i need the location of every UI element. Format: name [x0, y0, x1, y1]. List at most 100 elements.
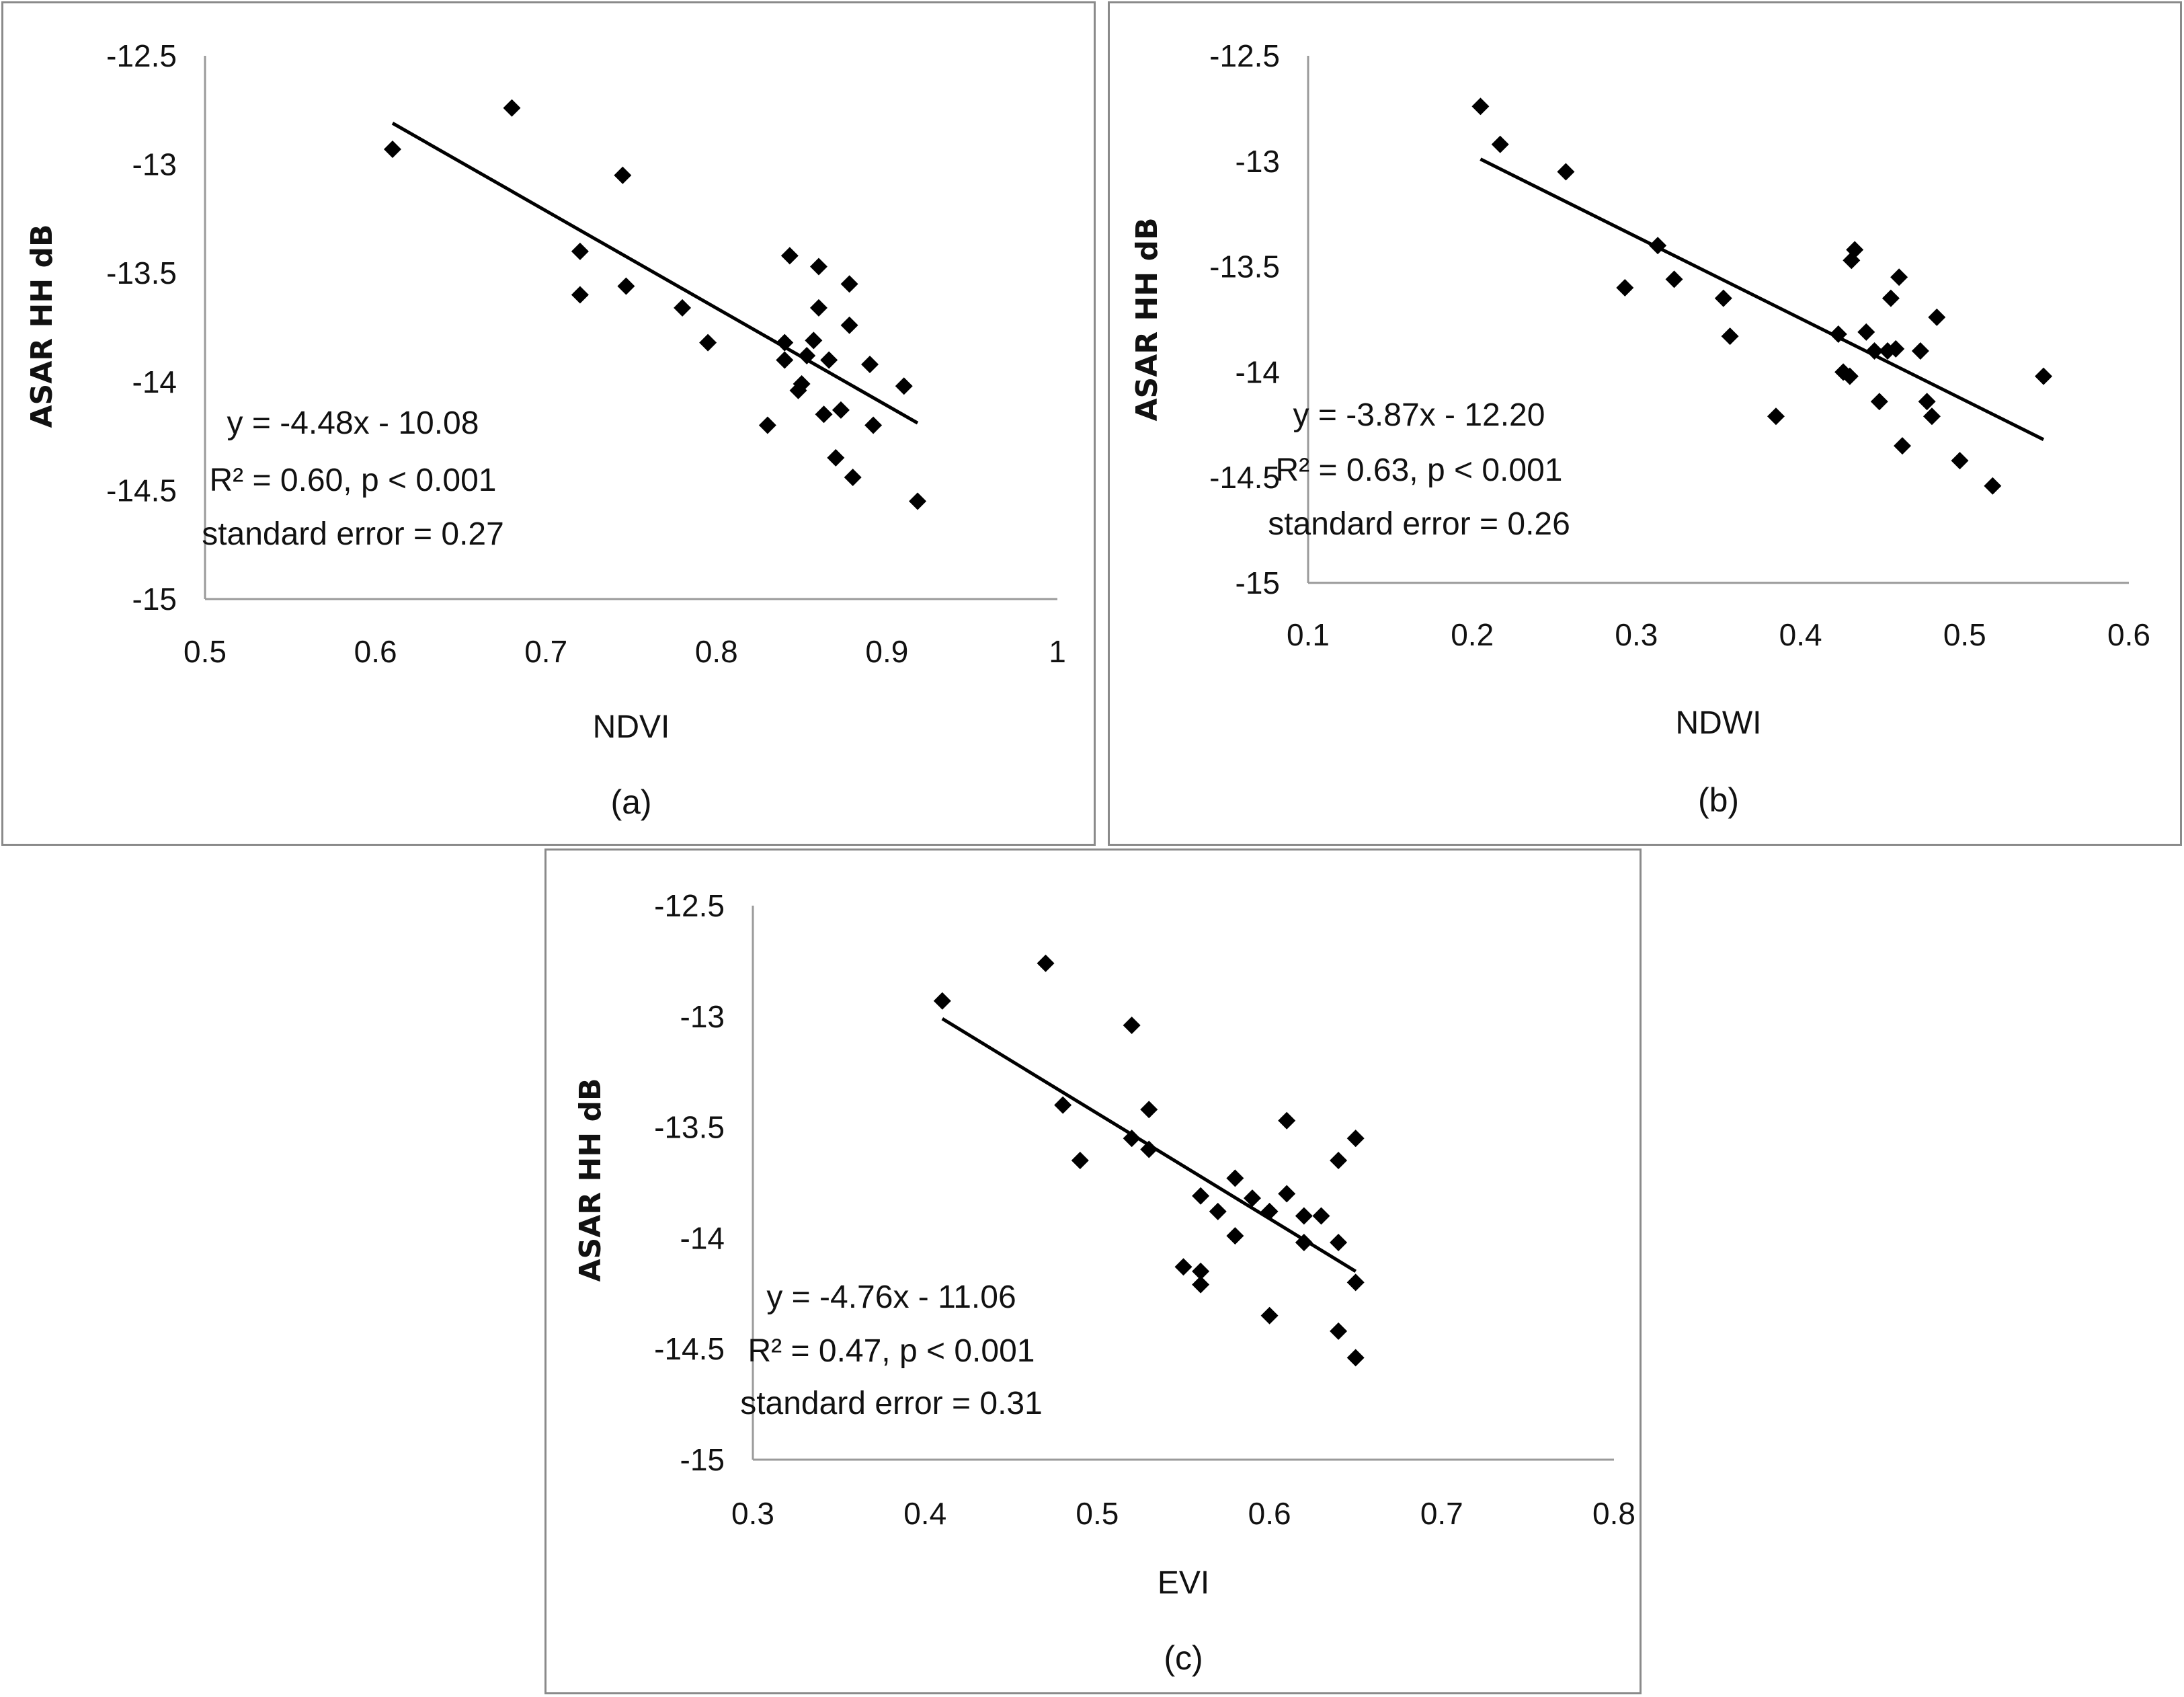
regression-r2-text: R² = 0.60, p < 0.001 — [210, 463, 497, 498]
panel-caption: (a) — [610, 783, 651, 821]
trend-line — [1480, 157, 2045, 441]
x-tick-label: 0.8 — [1592, 1496, 1635, 1531]
y-axis-label: ASAR HH dB — [1130, 218, 1164, 422]
y-tick-label: -14.5 — [106, 473, 177, 508]
y-tick-label: -12.5 — [106, 38, 177, 73]
data-point-marker — [1911, 342, 1929, 360]
data-point-marker — [815, 405, 833, 424]
data-point-marker — [1209, 1202, 1227, 1220]
data-point-marker — [1243, 1189, 1261, 1208]
x-axis-label: NDWI — [1676, 705, 1762, 741]
data-point-marker — [1037, 954, 1055, 972]
data-point-marker — [1192, 1262, 1210, 1280]
data-point-marker — [820, 351, 838, 369]
data-point-marker — [1882, 289, 1900, 307]
x-tick-label: 0.7 — [524, 634, 567, 669]
data-point-marker — [1295, 1233, 1313, 1251]
data-point-marker — [827, 448, 845, 467]
regression-se-text: standard error = 0.27 — [202, 516, 504, 552]
data-point-marker — [571, 242, 589, 260]
data-point-marker — [1295, 1207, 1313, 1225]
data-point-marker — [1192, 1187, 1210, 1205]
data-point-marker — [1557, 163, 1575, 181]
data-point-marker — [674, 299, 692, 317]
x-tick-label: 0.6 — [2107, 617, 2150, 652]
data-point-marker — [1260, 1306, 1279, 1325]
data-point-marker — [809, 258, 827, 276]
data-point-marker — [1346, 1349, 1365, 1367]
data-point-marker — [2035, 367, 2053, 385]
x-tick-label: 0.4 — [1779, 617, 1822, 652]
scatter-chart-a: -12.5 -13 -13.5 -14 -14.5 -150.5 0.6 0.7 0.8 0.9 1… — [25, 38, 1066, 821]
y-tick-label: -15 — [132, 582, 177, 617]
y-tick-label: -14.5 — [1209, 460, 1280, 495]
data-point-marker — [1714, 289, 1732, 307]
chart-panel-b: -12.5 -13 -13.5 -14 -14.5 -15 0.1 0.2 0.3 0.4 0.5 0… — [1108, 1, 2182, 846]
x-tick-label: 0.3 — [1615, 617, 1658, 652]
trend-line — [391, 122, 919, 425]
data-point-marker — [1174, 1258, 1192, 1276]
data-point-marker — [1767, 407, 1785, 426]
data-point-marker — [840, 316, 858, 334]
data-point-marker — [1894, 437, 1912, 455]
data-point-marker — [1829, 325, 1847, 343]
data-point-marker — [776, 351, 794, 369]
data-point-marker — [1192, 1275, 1210, 1294]
data-point-marker — [864, 416, 883, 434]
data-point-marker — [1123, 1016, 1141, 1034]
data-point-marker — [1471, 97, 1490, 116]
data-point-marker — [1330, 1233, 1348, 1251]
y-tick-label: -14 — [1236, 354, 1280, 389]
data-point-marker — [840, 275, 858, 293]
data-point-marker — [383, 140, 401, 158]
regression-equation-text: y = -4.48x - 10.08 — [227, 405, 479, 441]
data-point-marker — [1951, 452, 1969, 470]
data-point-marker — [1665, 270, 1683, 288]
x-tick-label: 0.2 — [1451, 617, 1494, 652]
data-point-marker — [1887, 340, 1905, 358]
y-axis-label: ASAR HH dB — [573, 1078, 608, 1282]
regression-se-text: standard error = 0.31 — [740, 1386, 1043, 1421]
y-tick-label: -12.5 — [1209, 38, 1280, 73]
data-point-marker — [1890, 268, 1908, 286]
y-tick-label: -15 — [1236, 565, 1280, 600]
data-point-marker — [1846, 241, 1864, 259]
y-tick-label: -15 — [680, 1442, 725, 1477]
data-point-marker — [1071, 1152, 1089, 1170]
x-tick-label: 0.9 — [865, 634, 908, 669]
data-point-marker — [617, 277, 635, 295]
data-point-marker — [1278, 1185, 1296, 1203]
x-tick-label: 0.4 — [903, 1496, 946, 1531]
y-tick-label: -14 — [680, 1220, 725, 1255]
regression-se-text: standard error = 0.26 — [1268, 506, 1570, 542]
data-point-marker — [861, 355, 879, 373]
scatter-chart-c: -12.5 -13 -13.5 -14 -14.5 -150.3 0.4 0.5 0.6 0.7 0… — [573, 888, 1635, 1677]
y-tick-label: -12.5 — [654, 888, 725, 923]
x-tick-label: 0.8 — [695, 634, 738, 669]
data-point-marker — [1491, 135, 1509, 153]
x-axis-label: EVI — [1158, 1565, 1209, 1601]
y-tick-label: -13 — [680, 999, 725, 1034]
data-point-marker — [933, 992, 951, 1010]
x-tick-label: 0.5 — [184, 634, 227, 669]
chart-panel-c: -12.5 -13 -13.5 -14 -14.5 -15 0.3 0.4 0.5 0.6 0.7 0… — [544, 848, 1642, 1694]
data-point-marker — [1984, 477, 2002, 495]
data-point-marker — [780, 247, 799, 265]
data-point-marker — [1928, 308, 1946, 326]
y-tick-label: -13 — [1236, 144, 1280, 179]
data-point-marker — [1870, 393, 1888, 411]
x-tick-label: 0.6 — [354, 634, 397, 669]
data-point-marker — [1260, 1202, 1279, 1220]
data-point-marker — [793, 375, 811, 393]
x-tick-label: 0.7 — [1420, 1496, 1463, 1531]
panel-caption: (b) — [1698, 781, 1739, 819]
y-tick-label: -13 — [132, 147, 177, 182]
data-point-marker — [571, 286, 589, 304]
data-point-marker — [1923, 407, 1941, 426]
data-point-marker — [844, 469, 862, 487]
data-point-marker — [1312, 1207, 1330, 1225]
data-point-marker — [614, 166, 632, 184]
y-tick-label: -14.5 — [654, 1331, 725, 1366]
x-tick-label: 0.5 — [1943, 617, 1986, 652]
x-tick-label: 0.3 — [731, 1496, 774, 1531]
